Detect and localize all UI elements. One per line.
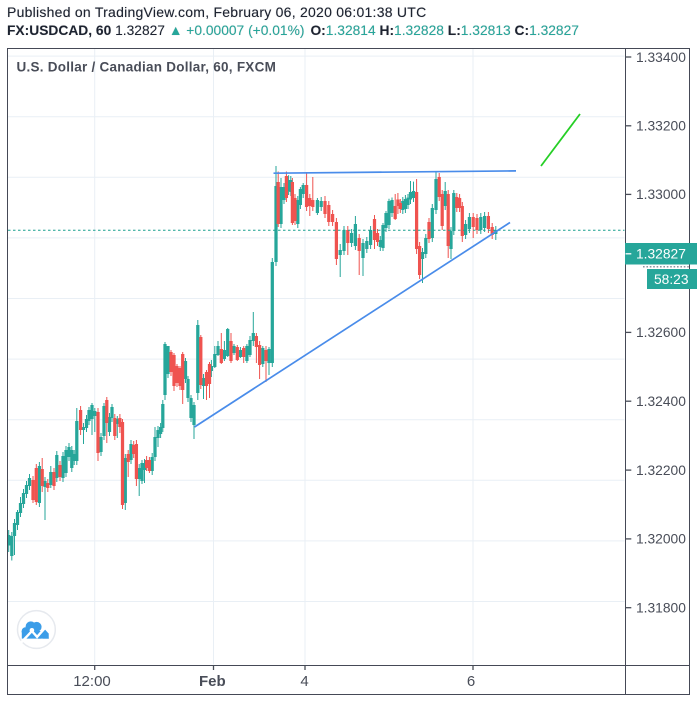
svg-text:U.S. Dollar / Canadian Dollar,: U.S. Dollar / Canadian Dollar, 60, FXCM [17, 60, 277, 75]
svg-text:1.32000: 1.32000 [636, 532, 686, 547]
svg-text:58:23: 58:23 [654, 272, 689, 287]
svg-text:1.31800: 1.31800 [636, 601, 686, 616]
svg-text:12:00: 12:00 [73, 673, 111, 690]
svg-text:Feb: Feb [199, 673, 226, 690]
svg-text:1.33000: 1.33000 [636, 187, 686, 202]
svg-text:1.33200: 1.33200 [636, 119, 686, 134]
svg-text:6: 6 [467, 673, 475, 690]
svg-text:1.32827: 1.32827 [636, 247, 686, 262]
svg-text:1.32400: 1.32400 [636, 394, 686, 409]
svg-text:1.32200: 1.32200 [636, 463, 686, 478]
svg-text:4: 4 [300, 673, 308, 690]
svg-text:1.32600: 1.32600 [636, 325, 686, 340]
svg-text:1.33400: 1.33400 [636, 50, 686, 65]
